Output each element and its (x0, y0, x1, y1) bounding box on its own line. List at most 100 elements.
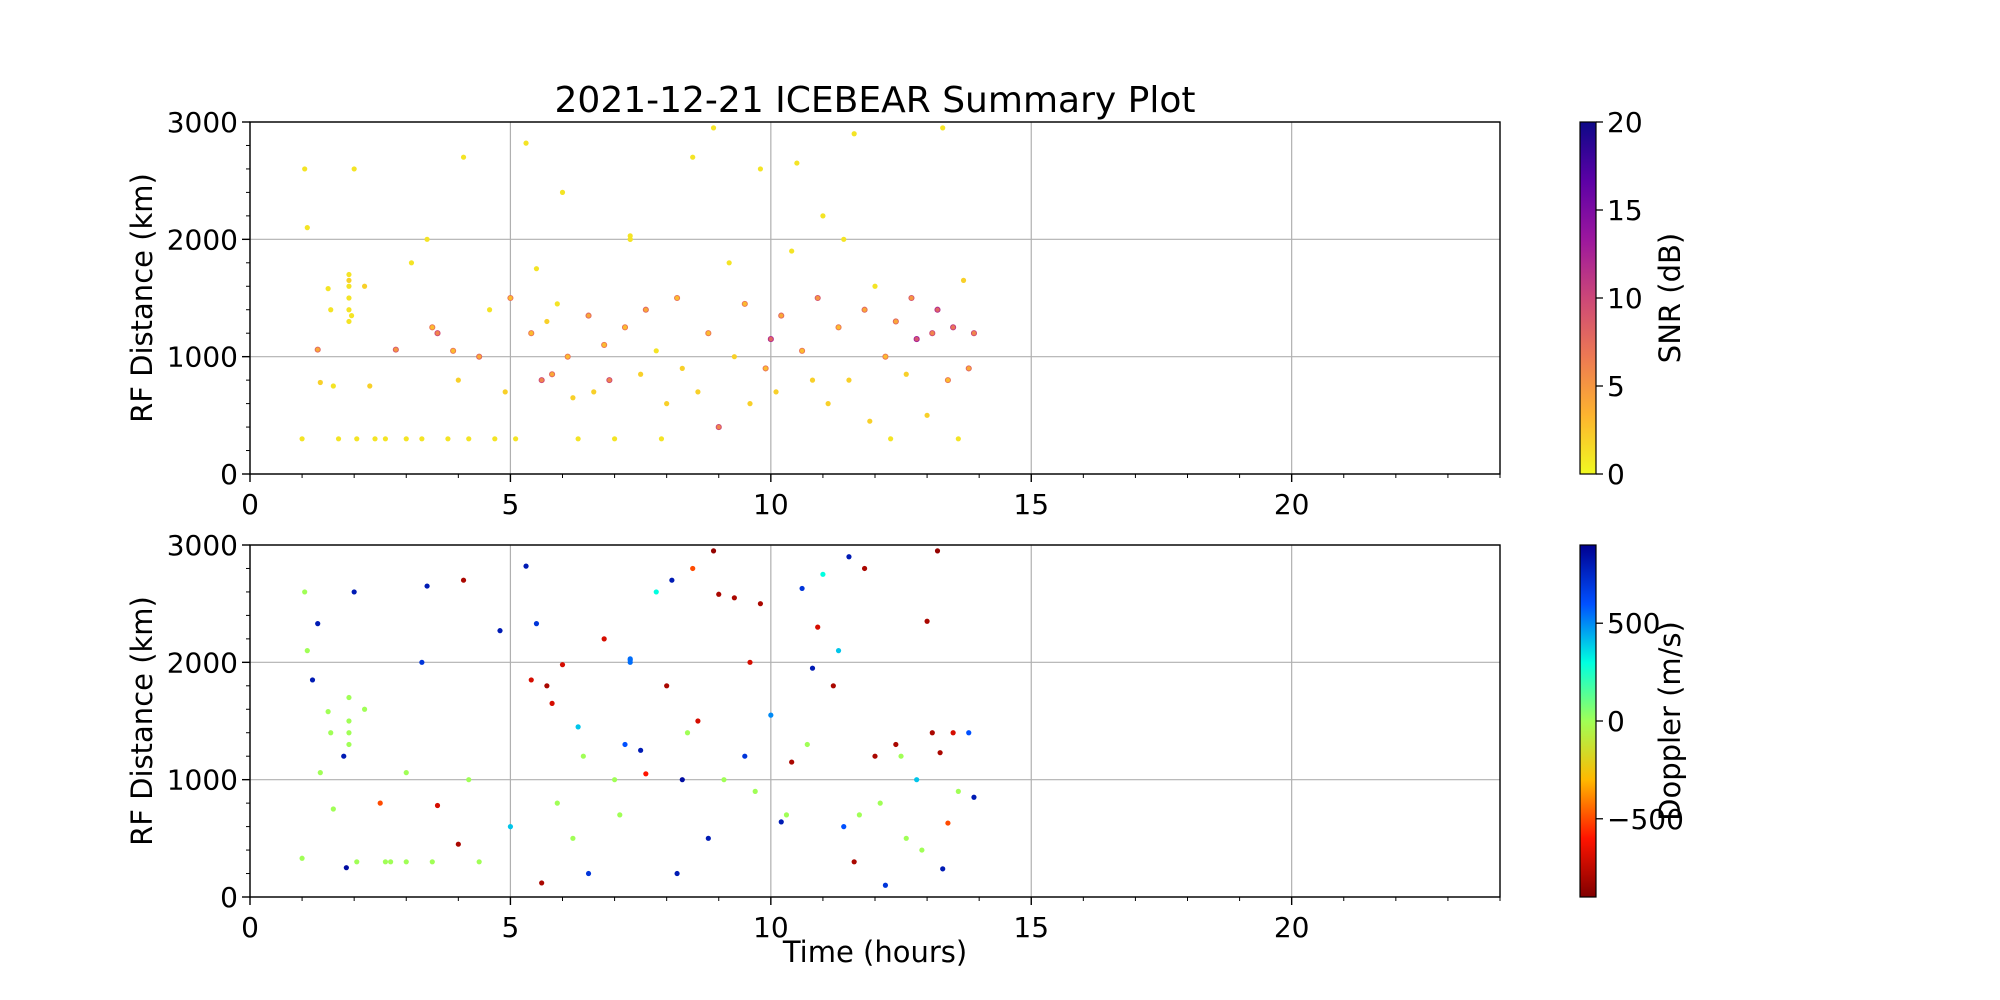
y-tick-label: 3000 (167, 529, 238, 562)
data-point (434, 802, 441, 809)
data-point (408, 260, 415, 266)
data-point (549, 700, 555, 707)
data-point (934, 306, 941, 313)
data-point (638, 371, 644, 377)
data-point (794, 160, 800, 166)
data-point (455, 377, 461, 383)
x-tick-label: 15 (1013, 911, 1049, 944)
data-point (346, 283, 352, 289)
data-point (528, 677, 534, 683)
data-point (455, 841, 461, 847)
data-point (330, 806, 336, 812)
data-point (846, 554, 852, 560)
data-point (346, 694, 352, 701)
snr-panel-frame (249, 121, 1501, 475)
data-point (486, 307, 493, 313)
doppler-panel-grid (249, 544, 1500, 898)
data-point (815, 624, 821, 630)
data-point (302, 166, 308, 172)
data-point (554, 301, 560, 307)
data-point (419, 659, 425, 665)
data-point (721, 777, 727, 783)
colorbar-tick-label: 0 (1607, 458, 1625, 491)
data-point (617, 812, 623, 818)
y-tick-label: 2000 (167, 223, 238, 256)
data-point (820, 571, 826, 577)
data-point (950, 324, 957, 331)
data-point (643, 771, 649, 777)
data-point (559, 189, 566, 195)
data-point (742, 753, 748, 759)
data-point (861, 306, 868, 313)
data-point (773, 389, 779, 395)
data-point (924, 412, 930, 418)
data-point (929, 330, 936, 337)
data-point (841, 824, 847, 830)
data-point (690, 565, 696, 572)
snr-panel-y-axis-label: RF Distance (km) (125, 173, 159, 423)
data-point (622, 741, 628, 748)
data-point (304, 648, 310, 654)
data-point (403, 436, 409, 442)
data-point (914, 777, 920, 783)
data-point (778, 312, 785, 319)
data-point (674, 870, 680, 877)
data-point (351, 166, 357, 172)
data-point (799, 347, 806, 354)
x-tick-label: 0 (241, 911, 259, 944)
y-tick-label: 0 (220, 458, 238, 491)
data-point (424, 583, 430, 589)
y-tick-label: 0 (220, 881, 238, 914)
data-point (882, 882, 889, 888)
data-point (492, 436, 498, 442)
colorbar-tick-label: 20 (1607, 106, 1643, 139)
data-point (882, 353, 889, 360)
data-point (762, 365, 769, 372)
data-point (388, 859, 394, 865)
colorbar-tick-label: 5 (1607, 370, 1625, 403)
data-point (502, 389, 508, 395)
data-point (856, 812, 862, 818)
data-point (354, 859, 360, 865)
data-point (789, 248, 795, 254)
x-tick-label: 20 (1274, 911, 1310, 944)
data-point (867, 418, 873, 424)
data-point (382, 859, 389, 865)
data-point (434, 330, 441, 337)
data-point (507, 294, 514, 302)
data-point (940, 866, 946, 872)
data-point (767, 336, 774, 343)
data-point (892, 318, 899, 325)
data-point (601, 636, 607, 642)
y-tick-label: 2000 (167, 646, 238, 679)
data-point (937, 750, 943, 756)
data-point (950, 730, 956, 736)
data-point (419, 436, 425, 442)
data-point (544, 318, 550, 325)
data-point (429, 859, 435, 865)
data-point (601, 341, 608, 348)
data-point (741, 300, 748, 307)
data-point (538, 377, 545, 384)
data-point (346, 307, 352, 313)
data-point (679, 777, 685, 783)
snr-panel-x-ticks: 0 5 10 15 20 (241, 474, 1501, 521)
data-point (669, 577, 675, 583)
y-tick-label: 1000 (167, 341, 238, 374)
data-point (314, 346, 321, 353)
data-point (544, 683, 550, 689)
data-point (903, 835, 909, 841)
data-point (346, 277, 352, 283)
data-point (580, 753, 586, 759)
data-point (533, 621, 540, 627)
colorbar-tick-label: 15 (1607, 194, 1643, 227)
data-point (606, 377, 613, 384)
data-point (382, 436, 389, 442)
data-point (450, 347, 457, 354)
data-point (564, 353, 571, 360)
data-point (429, 324, 436, 331)
data-point (820, 213, 826, 219)
data-point (570, 395, 576, 401)
data-point (539, 880, 545, 886)
data-point (575, 436, 581, 442)
